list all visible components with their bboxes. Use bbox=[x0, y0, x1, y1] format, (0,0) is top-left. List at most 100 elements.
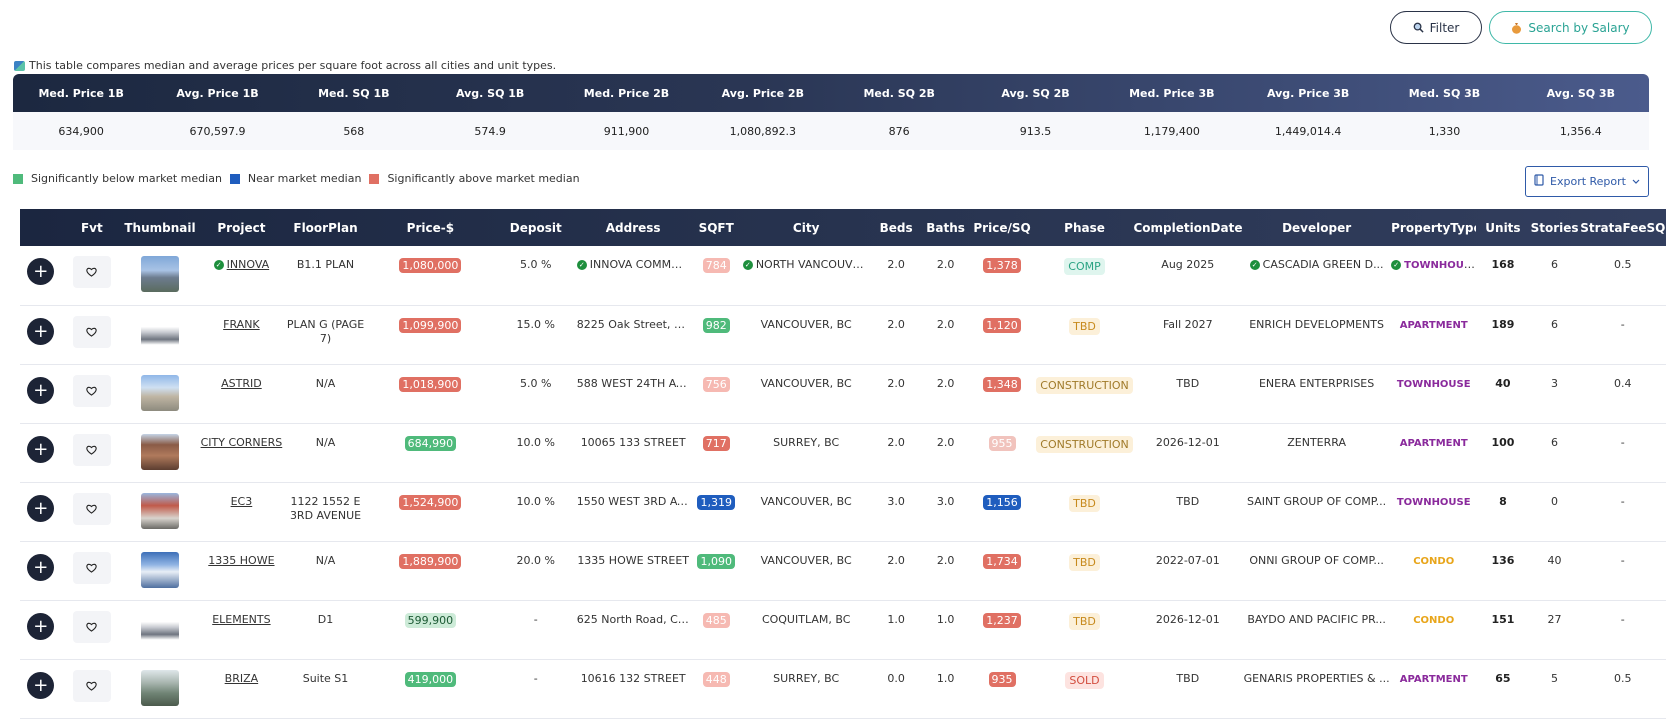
summary-value-cell: 574.9 bbox=[474, 124, 506, 138]
favorite-button[interactable] bbox=[72, 492, 111, 525]
expand-plus-icon[interactable]: + bbox=[27, 494, 55, 522]
beds-cell: 2.0 bbox=[887, 553, 905, 567]
filter-label: Filter bbox=[1429, 20, 1460, 35]
expand-plus-icon[interactable]: + bbox=[27, 376, 55, 404]
strata-fee-cell: - bbox=[1620, 553, 1625, 567]
filter-button[interactable]: Filter bbox=[1390, 11, 1482, 44]
favorite-button[interactable] bbox=[72, 551, 111, 584]
phase-badge: CONSTRUCTION bbox=[1036, 435, 1133, 453]
column-header[interactable]: SQFT bbox=[698, 220, 734, 235]
column-header[interactable]: StrataFeeSQ bbox=[1580, 220, 1666, 235]
table-row[interactable]: + EC3 1122 1552 E 3RD AVENUE 1,524,900 10.0 … bbox=[20, 482, 1666, 541]
project-thumbnail[interactable] bbox=[140, 551, 179, 588]
project-link[interactable]: BRIZA bbox=[224, 671, 259, 685]
column-header[interactable]: Developer bbox=[1282, 220, 1352, 235]
column-header[interactable]: Baths bbox=[926, 220, 965, 235]
stories-cell: 40 bbox=[1547, 553, 1562, 567]
type-cell: TOWNHOUSE bbox=[1391, 364, 1476, 423]
stories-cell: 3 bbox=[1551, 376, 1559, 390]
price-cell: 1,018,900 bbox=[366, 364, 495, 423]
address-text: 588 WEST 24TH AVENUE bbox=[576, 376, 690, 390]
table-row[interactable]: + BRIZA Suite S1 419,000 - 10616 132 STREET 44… bbox=[20, 659, 1666, 718]
expand-plus-icon[interactable]: + bbox=[27, 435, 55, 463]
project-link[interactable]: CITY CORNERS bbox=[200, 435, 283, 449]
column-header[interactable]: Project bbox=[217, 220, 266, 235]
column-header[interactable]: CompletionDate bbox=[1133, 220, 1243, 235]
phase-badge: TBD bbox=[1069, 612, 1100, 630]
project-cell: EC3 bbox=[198, 482, 285, 541]
phase-badge: CONSTRUCTION bbox=[1036, 376, 1133, 394]
table-body: + ✓ INNOVA B1.1 PLAN 1,080,000 5.0 % ✓ INNOVA C… bbox=[20, 246, 1666, 718]
column-header[interactable]: Phase bbox=[1064, 220, 1105, 235]
table-row[interactable]: + FRANK PLAN G (PAGE 7) 1,099,900 15.0 % 8225… bbox=[20, 305, 1666, 364]
price-per-sq-badge: 1,120 bbox=[983, 317, 1021, 333]
project-thumbnail[interactable] bbox=[140, 256, 179, 292]
sqft-cell: 1,090 bbox=[690, 541, 743, 600]
table-row[interactable]: +1335 HOWE N/A 1,889,900 20.0 % 1335 HOWE ST… bbox=[20, 541, 1666, 600]
expand-cell: + bbox=[20, 659, 62, 718]
table-row[interactable]: + ELEMENTS D1 599,900 - 625 North Road, Coqui… bbox=[20, 600, 1666, 659]
expand-plus-icon[interactable]: + bbox=[27, 317, 55, 345]
sqft-cell: 1,319 bbox=[690, 482, 743, 541]
column-header[interactable]: Deposit bbox=[509, 220, 562, 235]
project-link[interactable]: INNOVA bbox=[226, 258, 270, 271]
project-link[interactable]: ASTRID bbox=[221, 376, 262, 390]
column-header[interactable]: PropertyType bbox=[1391, 220, 1477, 235]
price-badge: 1,524,900 bbox=[399, 494, 462, 510]
phase-cell: TBD bbox=[1036, 482, 1134, 541]
expand-plus-icon[interactable]: + bbox=[27, 612, 55, 640]
project-thumbnail[interactable] bbox=[140, 315, 179, 352]
expand-plus-icon[interactable]: + bbox=[27, 258, 55, 285]
price-badge: 684,990 bbox=[404, 435, 457, 451]
thumbnail-cell bbox=[122, 423, 198, 482]
column-header[interactable]: Fvt bbox=[80, 220, 103, 235]
favorite-button[interactable] bbox=[72, 610, 111, 643]
summary-values-row: 634,900 670,597.9 568 574.9 911,900 1,080,892… bbox=[13, 112, 1649, 150]
price-cell: 1,889,900 bbox=[366, 541, 495, 600]
project-thumbnail[interactable] bbox=[140, 492, 179, 529]
property-type: TOWNHOUSE bbox=[1396, 496, 1471, 508]
column-header[interactable]: Address bbox=[605, 220, 661, 235]
address-cell: ✓INNOVA COMMUNIT... bbox=[576, 246, 690, 305]
column-header[interactable]: Units bbox=[1485, 220, 1521, 235]
property-type: APARTMENT bbox=[1399, 673, 1468, 685]
thumbnail-cell bbox=[122, 364, 198, 423]
table-row[interactable]: + ASTRID N/A 1,018,900 5.0 % 588 WEST 24TH AV… bbox=[20, 364, 1666, 423]
favorite-button[interactable] bbox=[72, 669, 111, 702]
export-report-button[interactable]: Export Report bbox=[1525, 166, 1649, 197]
column-header[interactable]: City bbox=[792, 220, 820, 235]
price-per-sq-cell: 935 bbox=[969, 659, 1036, 718]
expand-plus-icon[interactable]: + bbox=[27, 671, 55, 699]
column-header[interactable]: Price-$ bbox=[406, 220, 455, 235]
project-thumbnail[interactable] bbox=[140, 433, 179, 470]
city-text: SURREY, BC bbox=[773, 435, 840, 449]
project-thumbnail[interactable] bbox=[140, 374, 179, 411]
project-link[interactable]: 1335 HOWE bbox=[208, 553, 275, 567]
column-header[interactable]: FloorPlan bbox=[293, 220, 358, 235]
price-per-sq-badge: 955 bbox=[988, 435, 1016, 451]
beds-cell: 2.0 bbox=[887, 435, 905, 449]
favorite-button[interactable] bbox=[72, 256, 111, 288]
project-cell: ELEMENTS bbox=[198, 600, 285, 659]
favorite-button[interactable] bbox=[72, 374, 111, 407]
summary-header-cell: Avg. SQ 1B bbox=[455, 86, 525, 100]
floorplan-cell: Suite S1 bbox=[302, 671, 349, 685]
table-row[interactable]: + CITY CORNERS N/A 684,990 10.0 % 10065 133 S… bbox=[20, 423, 1666, 482]
sqft-badge: 448 bbox=[702, 671, 730, 687]
favorite-button[interactable] bbox=[72, 433, 111, 466]
column-header[interactable]: Thumbnail bbox=[124, 220, 196, 235]
thumbnail-cell bbox=[122, 482, 198, 541]
project-thumbnail[interactable] bbox=[140, 610, 179, 647]
project-thumbnail[interactable] bbox=[140, 669, 179, 706]
project-link[interactable]: FRANK bbox=[223, 317, 260, 331]
table-row[interactable]: + ✓ INNOVA B1.1 PLAN 1,080,000 5.0 % ✓ INNOVA C… bbox=[20, 246, 1666, 305]
expand-plus-icon[interactable]: + bbox=[27, 553, 55, 581]
project-link[interactable]: EC3 bbox=[230, 494, 253, 508]
column-header[interactable]: Price/SQ bbox=[973, 220, 1031, 235]
column-header[interactable]: Beds bbox=[879, 220, 913, 235]
favorite-button[interactable] bbox=[72, 315, 111, 348]
search-by-salary-button[interactable]: Search by Salary bbox=[1489, 11, 1652, 44]
stories-cell: 6 bbox=[1551, 317, 1559, 331]
project-link[interactable]: ELEMENTS bbox=[212, 612, 271, 626]
column-header[interactable]: Stories bbox=[1530, 220, 1579, 235]
